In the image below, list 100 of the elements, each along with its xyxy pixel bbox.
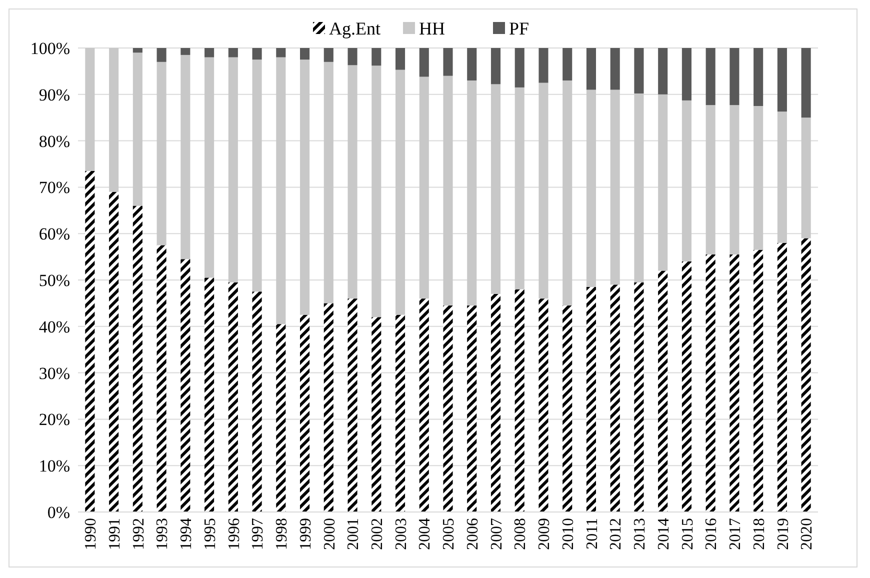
bar <box>109 48 119 192</box>
x-tick-label: 2003 <box>392 518 410 550</box>
y-tick-label: 40% <box>38 317 70 336</box>
bar <box>372 48 382 66</box>
bar <box>85 170 95 512</box>
x-tick-label: 1995 <box>202 518 219 550</box>
bar <box>252 292 262 512</box>
bar <box>419 48 429 77</box>
bar <box>777 242 787 512</box>
bar <box>156 48 166 62</box>
x-tick-label: 2013 <box>632 518 649 550</box>
y-tick-label: 0% <box>47 502 70 522</box>
bar <box>610 90 620 285</box>
x-tick-label: 1998 <box>274 518 291 550</box>
y-tick-label: 10% <box>38 456 70 476</box>
bar <box>85 48 95 171</box>
bar <box>204 57 214 278</box>
bar <box>730 48 740 106</box>
bar <box>754 48 764 106</box>
bar <box>419 298 429 512</box>
bar <box>300 60 310 315</box>
y-tick-label: 70% <box>38 178 70 198</box>
bar <box>300 48 310 60</box>
bar <box>443 76 453 306</box>
bar <box>682 100 692 262</box>
legend-label: PF <box>509 18 530 38</box>
bar <box>467 48 477 80</box>
bar <box>586 90 596 287</box>
x-tick-label: 2018 <box>750 518 768 550</box>
bar <box>562 306 572 512</box>
bar <box>538 82 548 299</box>
x-tick-label: 2009 <box>536 518 554 550</box>
bar <box>252 48 262 60</box>
x-tick-label: 2016 <box>703 518 720 550</box>
x-tick-label: 1991 <box>106 518 124 550</box>
bar <box>180 48 190 55</box>
x-tick-label: 2000 <box>321 518 338 550</box>
y-tick-label: 60% <box>38 224 70 244</box>
bar <box>682 48 692 100</box>
bar <box>730 254 740 512</box>
bar <box>610 284 620 512</box>
x-tick-label: 2011 <box>584 518 601 550</box>
bar <box>706 48 716 106</box>
bar <box>395 70 406 315</box>
x-tick-label: 1990 <box>82 518 100 550</box>
bar <box>372 66 382 318</box>
bar <box>348 48 358 66</box>
bar <box>228 57 238 282</box>
bar <box>276 324 286 512</box>
bar <box>395 48 406 70</box>
x-tick-label: 1993 <box>154 518 172 550</box>
bar <box>490 48 501 84</box>
bar <box>348 298 358 512</box>
bar <box>514 289 524 512</box>
bar <box>443 306 453 512</box>
bar <box>443 48 453 76</box>
bar <box>156 62 166 246</box>
bar <box>276 57 286 324</box>
bar <box>586 48 596 90</box>
bar <box>682 261 692 512</box>
y-tick-label: 30% <box>38 364 70 383</box>
x-tick-label: 2005 <box>440 518 458 550</box>
bar <box>634 48 644 94</box>
x-tick-label: 1999 <box>297 518 314 550</box>
bar <box>252 60 262 292</box>
bar <box>706 254 716 512</box>
bar <box>324 48 334 62</box>
bar <box>801 238 811 512</box>
bar <box>490 84 501 294</box>
bar <box>801 118 811 238</box>
x-tick-label: 1997 <box>250 518 267 550</box>
x-tick-label: 1996 <box>226 518 243 550</box>
bar <box>395 314 406 512</box>
bar <box>156 245 166 512</box>
bar <box>276 48 286 58</box>
x-tick-label: 2007 <box>488 518 506 550</box>
x-tick-label: 2017 <box>727 518 744 550</box>
x-tick-label: 2014 <box>655 518 672 550</box>
bar <box>634 93 644 282</box>
bar <box>228 282 238 512</box>
bar <box>658 94 668 271</box>
y-tick-label: 100% <box>30 38 70 58</box>
bar <box>514 48 524 88</box>
bar <box>514 87 524 290</box>
x-tick-label: 2001 <box>345 518 362 550</box>
x-tick-label: 2010 <box>560 518 577 550</box>
bar <box>658 270 668 512</box>
bar <box>180 54 190 260</box>
bar <box>324 62 334 304</box>
bar <box>538 48 548 83</box>
bar <box>324 303 334 512</box>
bar <box>586 286 596 512</box>
x-tick-label: 2020 <box>798 518 816 550</box>
x-tick-label: 2006 <box>464 518 482 550</box>
y-tick-label: 50% <box>38 270 70 290</box>
y-tick-label: 20% <box>38 410 70 430</box>
x-tick-label: 1994 <box>178 518 196 550</box>
bar <box>132 48 142 53</box>
bar <box>490 294 501 512</box>
bar <box>730 105 740 254</box>
